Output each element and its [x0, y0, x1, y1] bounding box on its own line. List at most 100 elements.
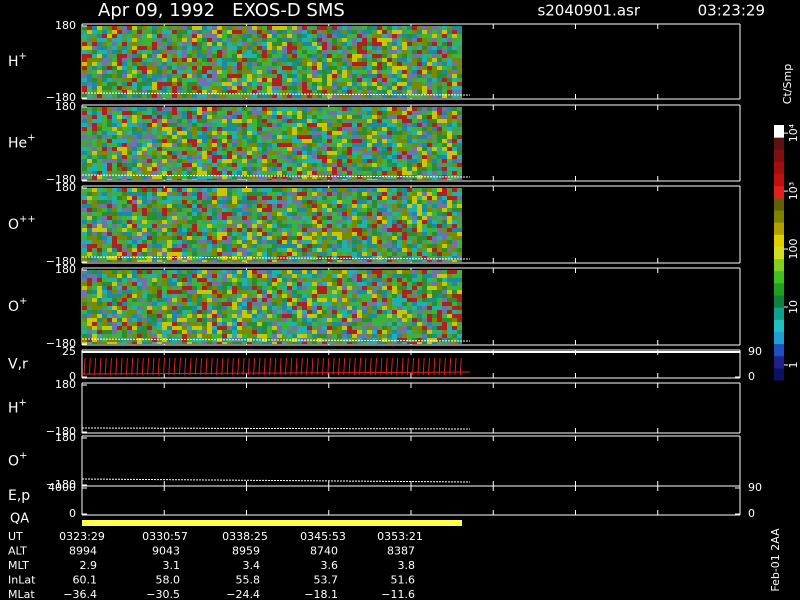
spectrogram-cell [457, 78, 462, 82]
spectrogram-cell [332, 260, 337, 262]
spectrogram-cell [172, 278, 177, 282]
spectrogram-cell [347, 26, 352, 30]
spectrogram-cell [377, 127, 382, 131]
spectrogram-cell [162, 131, 167, 135]
spectrogram-cell [332, 54, 337, 58]
spectrogram-cell [412, 66, 417, 70]
spectrogram-cell [332, 115, 337, 119]
spectrogram-cell [227, 204, 232, 208]
spectrogram-cell [292, 127, 297, 131]
spectrogram-cell [417, 82, 422, 86]
spectrogram-cell [202, 131, 207, 135]
spectrogram-cell [142, 306, 147, 310]
spectrogram-cell [307, 192, 312, 196]
spectrogram-cell [327, 155, 332, 159]
spectrogram-cell [322, 163, 327, 167]
spectrogram-cell [322, 46, 327, 50]
spectrogram-cell [377, 252, 382, 256]
spectrogram-cell [127, 290, 132, 294]
spectrogram-cell [232, 111, 237, 115]
spectrogram-cell [352, 232, 357, 236]
spectrogram-cell [337, 58, 342, 62]
spectrogram-cell [452, 70, 457, 74]
spectrogram-cell [452, 204, 457, 208]
spectrogram-cell [332, 204, 337, 208]
spectrogram-cell [187, 115, 192, 119]
spectrogram-cell [132, 30, 137, 34]
spectrogram-cell [242, 310, 247, 314]
spectrogram-cell [82, 66, 87, 70]
spectrogram-cell [117, 175, 122, 179]
spectrogram-cell [437, 204, 442, 208]
spectrogram-cell [377, 58, 382, 62]
spectrogram-cell [317, 62, 322, 66]
spectrogram-cell [152, 314, 157, 318]
spectrogram-cell [367, 216, 372, 220]
spectrogram-cell [127, 107, 132, 111]
spectrogram-cell [147, 66, 152, 70]
spectrogram-cell [217, 220, 222, 224]
spectrogram-cell [372, 196, 377, 200]
spectrogram-cell [332, 188, 337, 192]
spectrogram-cell [117, 248, 122, 252]
spectrogram-cell [277, 86, 282, 90]
spectrogram-cell [222, 228, 227, 232]
spectrogram-cell [352, 78, 357, 82]
spectrogram-cell [227, 82, 232, 86]
spectrogram-cell [387, 135, 392, 139]
spectrogram-cell [187, 290, 192, 294]
spectrogram-cell [267, 216, 272, 220]
spectrogram-cell [372, 107, 377, 111]
spectrogram-cell [442, 163, 447, 167]
spectrogram-cell [137, 306, 142, 310]
spectrogram-cell [202, 42, 207, 46]
spectrogram-cell [432, 196, 437, 200]
spectrogram-cell [407, 107, 412, 111]
spectrogram-cell [382, 179, 387, 180]
spectrogram-cell [217, 115, 222, 119]
spectrogram-cell [387, 38, 392, 42]
spectrogram-cell [97, 270, 102, 274]
spectrogram-cell [292, 70, 297, 74]
spectrogram-cell [212, 111, 217, 115]
spectrogram-cell [352, 175, 357, 179]
spectrogram-cell [262, 171, 267, 175]
spectrogram-cell [82, 342, 87, 344]
spectrogram-cell [277, 147, 282, 151]
spectrogram-cell [207, 188, 212, 192]
spectrogram-cell [267, 34, 272, 38]
spectrogram-cell [222, 306, 227, 310]
spectrogram-cell [247, 30, 252, 34]
spectrogram-cell [342, 244, 347, 248]
spectrogram-cell [342, 58, 347, 62]
spectrogram-cell [437, 119, 442, 123]
spectrogram-cell [87, 270, 92, 274]
spectrogram-cell [377, 256, 382, 260]
spectrogram-cell [447, 248, 452, 252]
spectrogram-cell [87, 70, 92, 74]
spectrogram-cell [252, 62, 257, 66]
spectrogram-cell [87, 58, 92, 62]
spectrogram-cell [302, 131, 307, 135]
spectrogram-cell [387, 107, 392, 111]
spectrogram-cell [327, 147, 332, 151]
spectrogram-cell [277, 188, 282, 192]
spectrogram-cell [157, 143, 162, 147]
spectrogram-cell [452, 38, 457, 42]
spectrogram-cell [237, 175, 242, 179]
spectrogram-cell [252, 188, 257, 192]
spectrogram-cell [317, 78, 322, 82]
spectrogram-cell [347, 240, 352, 244]
spectrogram-cell [247, 167, 252, 171]
spectrogram-cell [212, 155, 217, 159]
spectrogram-cell [182, 30, 187, 34]
spectrogram-cell [377, 62, 382, 66]
spectrogram-cell [97, 42, 102, 46]
spectrogram-cell [457, 151, 462, 155]
spectrogram-cell [167, 326, 172, 330]
spectrogram-cell [142, 216, 147, 220]
spectrogram-cell [172, 111, 177, 115]
spectrogram-cell [377, 54, 382, 58]
spectrogram-cell [407, 228, 412, 232]
spectrogram-cell [397, 90, 402, 94]
